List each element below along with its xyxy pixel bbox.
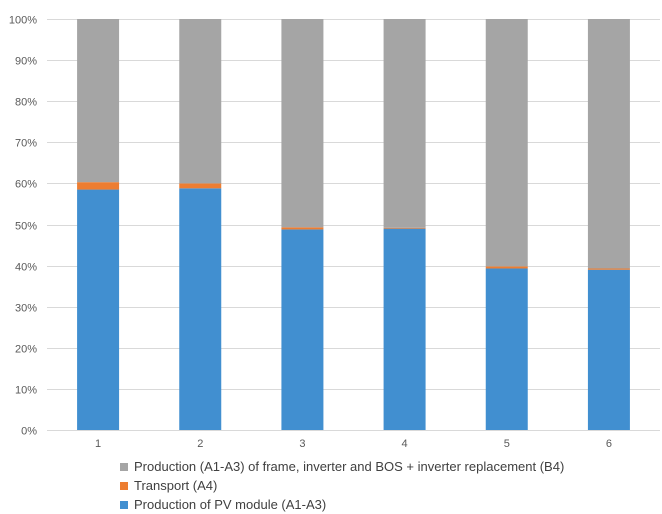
y-tick-label: 20% [15, 344, 37, 356]
bar-segment-2 [587, 268, 630, 270]
y-axis: 0% 10% 20% 30% 40% 50% 60% 70% 80% 90% 100% [9, 15, 37, 438]
bar-segment-2 [383, 227, 426, 229]
y-tick-label: 70% [15, 138, 37, 150]
y-tick-label: 30% [15, 303, 37, 315]
bar-segment-3 [281, 19, 324, 228]
x-tick-label: 4 [402, 438, 408, 450]
bar-segment-1 [383, 228, 426, 430]
x-tick-label: 5 [504, 438, 510, 450]
x-tick-label: 1 [95, 438, 101, 450]
x-tick-label: 2 [197, 438, 203, 450]
x-tick-label: 6 [606, 438, 612, 450]
legend-item: Production (A1-A3) of frame, inverter an… [120, 457, 564, 476]
bar-segment-3 [383, 19, 426, 228]
y-tick-label: 90% [15, 56, 37, 68]
bar-segment-1 [485, 268, 528, 430]
legend-item: Production of PV module (A1-A3) [120, 495, 564, 514]
bar-segment-3 [485, 19, 528, 267]
x-axis: 1 2 3 4 5 6 [95, 438, 612, 450]
y-tick-label: 50% [15, 221, 37, 233]
y-tick-label: 80% [15, 97, 37, 109]
legend-swatch [120, 481, 128, 490]
bar-segment-2 [281, 227, 324, 230]
bar-segment-1 [77, 189, 120, 430]
legend-label: Transport (A4) [134, 478, 218, 493]
y-tick-label: 100% [9, 15, 37, 27]
bar-segment-1 [587, 269, 630, 430]
bar-segment-1 [281, 229, 324, 430]
x-tick-label: 3 [299, 438, 305, 450]
bars [77, 19, 630, 430]
bar-segment-1 [179, 188, 222, 430]
y-tick-label: 60% [15, 179, 37, 191]
bar-segment-2 [77, 182, 120, 190]
bar-segment-2 [485, 266, 528, 269]
legend-item: Transport (A4) [120, 476, 564, 495]
y-tick-label: 40% [15, 262, 37, 274]
bar-segment-3 [77, 19, 120, 183]
legend-swatch [120, 500, 128, 509]
legend: Production (A1-A3) of frame, inverter an… [120, 457, 564, 514]
y-tick-label: 10% [15, 385, 37, 397]
y-tick-label: 0% [21, 426, 37, 438]
legend-label: Production (A1-A3) of frame, inverter an… [134, 459, 565, 474]
bar-segment-3 [587, 19, 630, 269]
bar-segment-2 [179, 183, 222, 189]
bar-segment-3 [179, 19, 222, 184]
legend-label: Production of PV module (A1-A3) [134, 497, 327, 512]
gridlines [47, 19, 660, 431]
legend-swatch [120, 462, 128, 471]
